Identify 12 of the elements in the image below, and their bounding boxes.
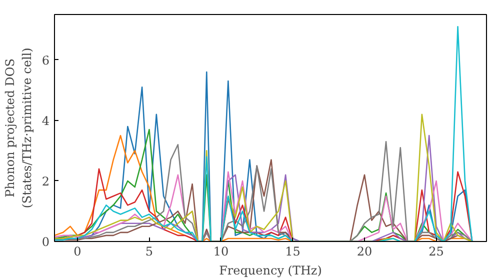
- x-tick-label: 0: [74, 244, 82, 258]
- x-tick-label: 5: [145, 244, 154, 258]
- y-tick-label: 0: [42, 235, 50, 249]
- y-tick-label: 4: [42, 114, 50, 128]
- x-tick-label: 15: [285, 244, 300, 258]
- y-tick-label: 2: [42, 174, 50, 188]
- x-axis-title: Frequency (THz): [219, 264, 322, 278]
- x-tick-label: 20: [356, 244, 372, 258]
- y-tick-label: 6: [42, 53, 50, 68]
- y-axis-title: Phonon projected DOS (States/THz·primitive cell): [3, 48, 34, 208]
- x-tick-label: 25: [428, 244, 444, 258]
- x-tick-label: 10: [213, 244, 229, 258]
